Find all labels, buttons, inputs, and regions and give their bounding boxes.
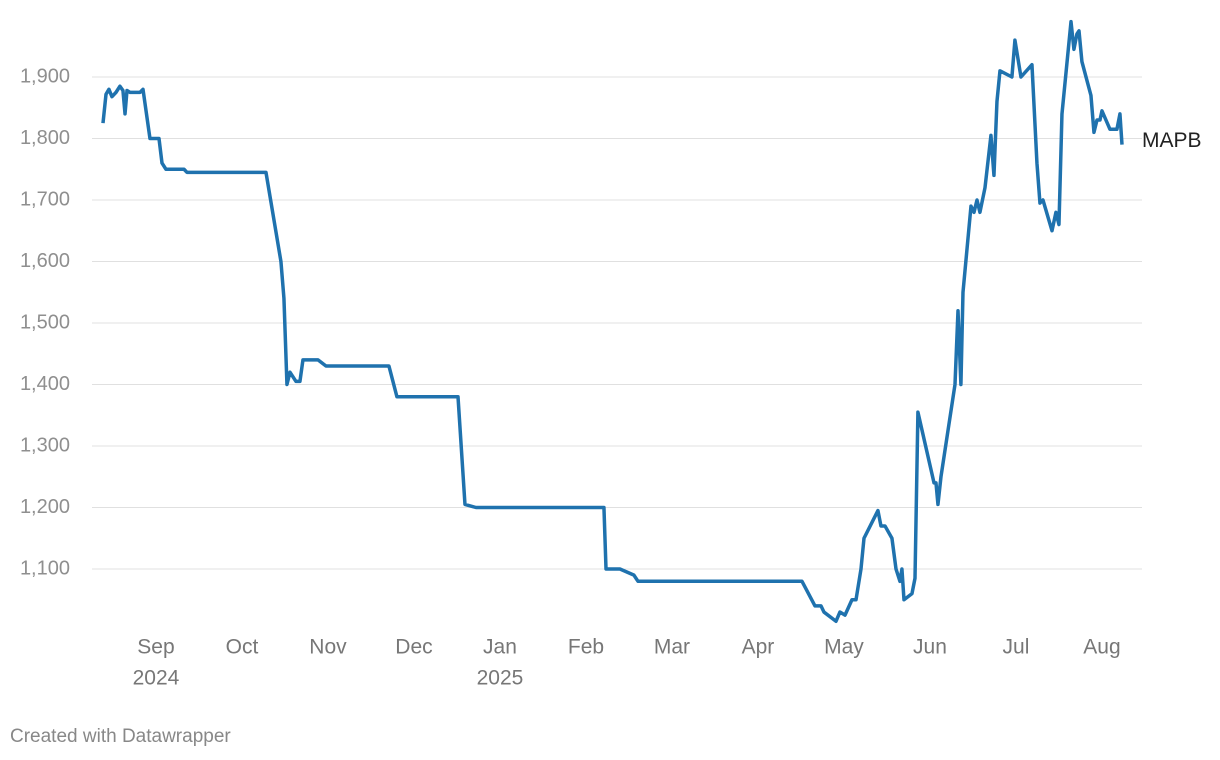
y-tick-label: 1,100 <box>20 557 70 579</box>
y-tick-label: 1,900 <box>20 65 70 87</box>
x-tick-label: Aug <box>1083 636 1120 659</box>
x-tick-label: Feb <box>568 636 604 659</box>
x-tick-label: Jan <box>483 636 517 659</box>
y-tick-label: 1,400 <box>20 373 70 395</box>
x-tick-label: May <box>824 636 864 659</box>
y-tick-label: 1,600 <box>20 250 70 272</box>
y-tick-label: 1,200 <box>20 496 70 518</box>
credit: Created with Datawrapper <box>10 726 231 747</box>
y-tick-label: 1,700 <box>20 188 70 210</box>
x-tick-label: Jul <box>1003 636 1030 659</box>
x-tick-label: Sep <box>137 636 174 659</box>
x-tick-label: Oct <box>226 636 259 659</box>
x-tick-label: Nov <box>309 636 347 659</box>
x-tick-label: Jun <box>913 636 947 659</box>
x-tick-label: Mar <box>654 636 690 659</box>
y-tick-label: 1,300 <box>20 434 70 456</box>
series-label: MAPB <box>1142 129 1202 152</box>
x-tick-label: Dec <box>395 636 432 659</box>
x-tick-year: 2025 <box>477 667 524 690</box>
line <box>101 19 1124 624</box>
y-tick-label: 1,500 <box>20 311 70 333</box>
x-tick-year: 2024 <box>133 667 180 690</box>
x-tick-label: Apr <box>742 636 775 659</box>
y-tick-label: 1,800 <box>20 127 70 149</box>
